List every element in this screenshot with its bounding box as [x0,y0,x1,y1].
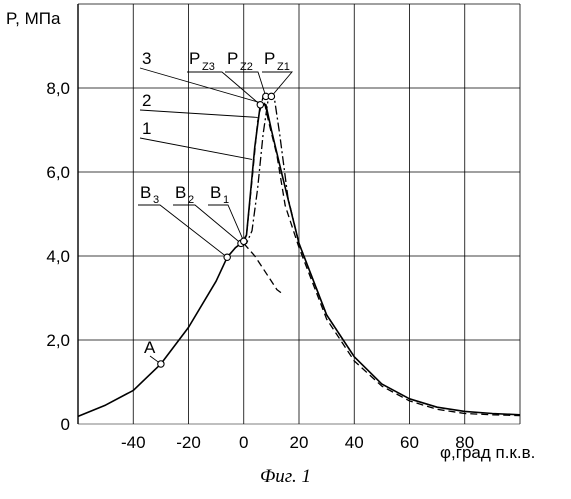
point-label-Pz2-sub: Z2 [240,61,253,73]
point-label-Pz2: P [227,49,238,68]
leader-B1 [208,205,244,241]
curve-label-2: 2 [142,91,151,110]
x-axis-label: φ,град п.к.в. [440,443,535,462]
series-line-extra [244,243,283,293]
y-axis-label: P, МПа [6,9,61,28]
curve-label-1: 1 [142,119,151,138]
x-tick-label: -40 [121,433,146,452]
point-label-B1-sub: 1 [223,194,229,206]
tick-labels: -40-2002040608002,04,06,08,0 [46,79,474,452]
point-label-B3: B [140,183,151,202]
point-label-Pz3: P [189,49,200,68]
y-tick-label: 0 [61,415,70,434]
marker-A [158,361,164,367]
y-tick-label: 2,0 [46,331,70,350]
point-label-Pz3-sub: Z3 [202,61,215,73]
point-label-B1: B [210,183,221,202]
series-line-3 [241,96,354,356]
point-label-B2-sub: 2 [188,194,194,206]
marker-Pz3 [257,102,263,108]
x-tick-label: 60 [400,433,419,452]
figure-caption: Фиг. 1 [0,466,571,488]
point-label-B3-sub: 3 [153,194,159,206]
leader-curve-2 [140,110,258,117]
point-label-A: A [144,338,156,357]
leader-Pz2 [225,72,266,96]
x-tick-label: 20 [290,433,309,452]
marker-B1 [241,238,247,244]
point-label-Pz1-sub: Z1 [277,61,290,73]
x-tick-label: -20 [176,433,201,452]
leader-curve-3 [140,68,260,103]
curve-label-3: 3 [142,49,151,68]
leader-curve-1 [140,138,252,159]
point-label-Pz1: P [264,49,275,68]
x-tick-label: 0 [239,433,248,452]
leader-B3 [138,205,227,257]
marker-B3 [224,254,230,260]
marker-Pz1 [268,93,274,99]
x-tick-label: 40 [345,433,364,452]
y-tick-label: 6,0 [46,163,70,182]
y-tick-label: 4,0 [46,247,70,266]
point-label-B2: B [175,183,186,202]
y-tick-label: 8,0 [46,79,70,98]
leader-lines [138,68,292,364]
